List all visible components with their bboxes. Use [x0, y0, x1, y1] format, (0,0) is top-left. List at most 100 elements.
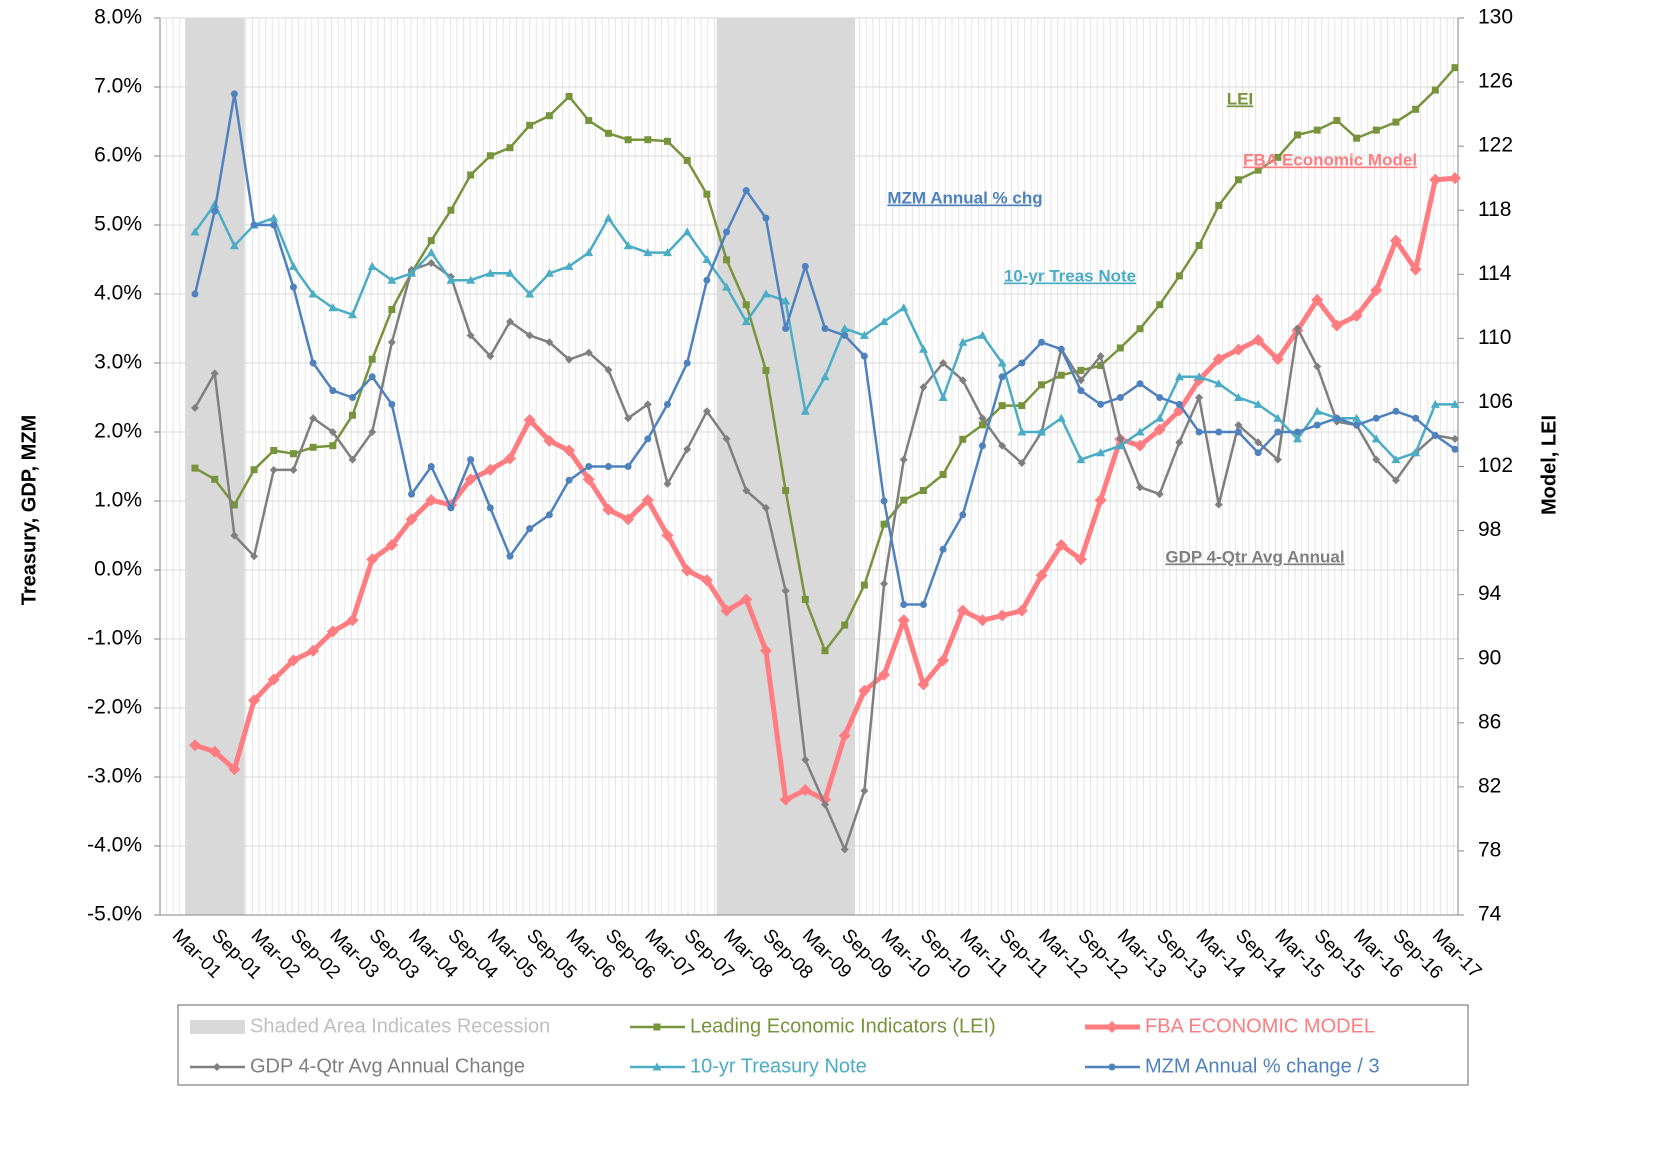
marker [190, 227, 200, 236]
marker [467, 456, 475, 464]
marker [405, 513, 418, 526]
marker [918, 344, 928, 353]
marker [1174, 372, 1184, 381]
legend-swatch [190, 1020, 245, 1034]
marker [367, 261, 377, 270]
marker [958, 376, 967, 385]
marker [702, 255, 712, 263]
y2-tick-label: 130 [1478, 6, 1513, 29]
marker [1274, 428, 1282, 436]
marker [959, 511, 967, 519]
y-axis-title: Treasury, GDP, MZM [18, 415, 40, 605]
marker [762, 366, 770, 374]
marker [860, 581, 868, 589]
marker [663, 248, 672, 257]
annotation: MZM Annual % chg [887, 188, 1042, 207]
marker [368, 428, 377, 436]
marker [368, 373, 376, 381]
marker [191, 290, 199, 298]
marker [742, 301, 750, 309]
marker [464, 473, 477, 486]
marker [366, 553, 379, 566]
y-tick-label: 4.0% [94, 282, 142, 305]
marker [841, 621, 849, 629]
marker [900, 601, 908, 608]
marker [1254, 438, 1263, 447]
marker [447, 504, 455, 512]
marker [1273, 413, 1283, 422]
marker [761, 289, 771, 298]
marker [1392, 118, 1400, 126]
marker [545, 112, 553, 120]
marker [211, 207, 219, 215]
marker [978, 414, 987, 423]
marker [1214, 500, 1223, 509]
marker [917, 678, 930, 691]
marker [525, 289, 535, 298]
marker [525, 331, 534, 340]
marker [1134, 439, 1146, 452]
marker [1077, 387, 1085, 395]
marker [1057, 371, 1065, 379]
marker [1370, 284, 1383, 297]
marker [328, 428, 337, 436]
marker [485, 268, 495, 277]
marker [880, 497, 888, 505]
y-tick-label: 1.0% [94, 489, 142, 512]
marker [1430, 399, 1440, 408]
marker [1233, 393, 1243, 401]
marker [1451, 445, 1459, 453]
marker [880, 579, 889, 588]
recession-bar [736, 18, 757, 915]
marker [1450, 399, 1460, 408]
marker [348, 455, 357, 464]
marker [1057, 345, 1065, 353]
y2-tick-label: 118 [1478, 198, 1511, 221]
marker [328, 303, 338, 312]
y2-axis-title: Model, LEI [1538, 415, 1560, 515]
y2-tick-label: 78 [1478, 838, 1501, 861]
marker [681, 564, 694, 577]
marker [623, 241, 633, 250]
marker [899, 455, 908, 464]
marker [959, 435, 967, 443]
marker [506, 144, 514, 152]
marker [230, 501, 238, 509]
marker [1156, 301, 1164, 309]
marker [624, 414, 633, 423]
marker [1195, 393, 1204, 402]
recession-bar [815, 18, 836, 915]
marker [523, 414, 536, 427]
y-tick-label: 2.0% [94, 420, 142, 443]
marker [939, 471, 947, 479]
y-tick-label: -4.0% [87, 834, 142, 857]
marker [1156, 394, 1164, 401]
marker [467, 171, 475, 179]
marker [722, 434, 731, 443]
marker [900, 496, 908, 504]
marker [720, 604, 733, 617]
marker [1293, 324, 1302, 333]
marker [1311, 293, 1324, 306]
marker [1313, 421, 1321, 429]
marker [208, 745, 221, 758]
legend-label: 10-yr Treasury Note [690, 1055, 867, 1077]
legend-label: FBA ECONOMIC MODEL [1145, 1015, 1375, 1037]
marker [1234, 176, 1242, 184]
y-tick-label: 3.0% [94, 351, 142, 374]
marker [388, 306, 396, 314]
marker [1333, 117, 1341, 125]
marker [1153, 423, 1166, 436]
marker [1018, 402, 1026, 410]
marker [466, 275, 476, 284]
marker [723, 256, 731, 264]
y2-tick-label: 102 [1478, 454, 1513, 477]
marker [958, 337, 968, 346]
marker [1391, 476, 1400, 485]
marker [722, 282, 732, 291]
marker [1116, 434, 1125, 443]
marker [664, 400, 671, 408]
marker [1271, 353, 1284, 366]
legend-label: MZM Annual % change / 3 [1145, 1055, 1380, 1077]
marker [801, 755, 810, 764]
